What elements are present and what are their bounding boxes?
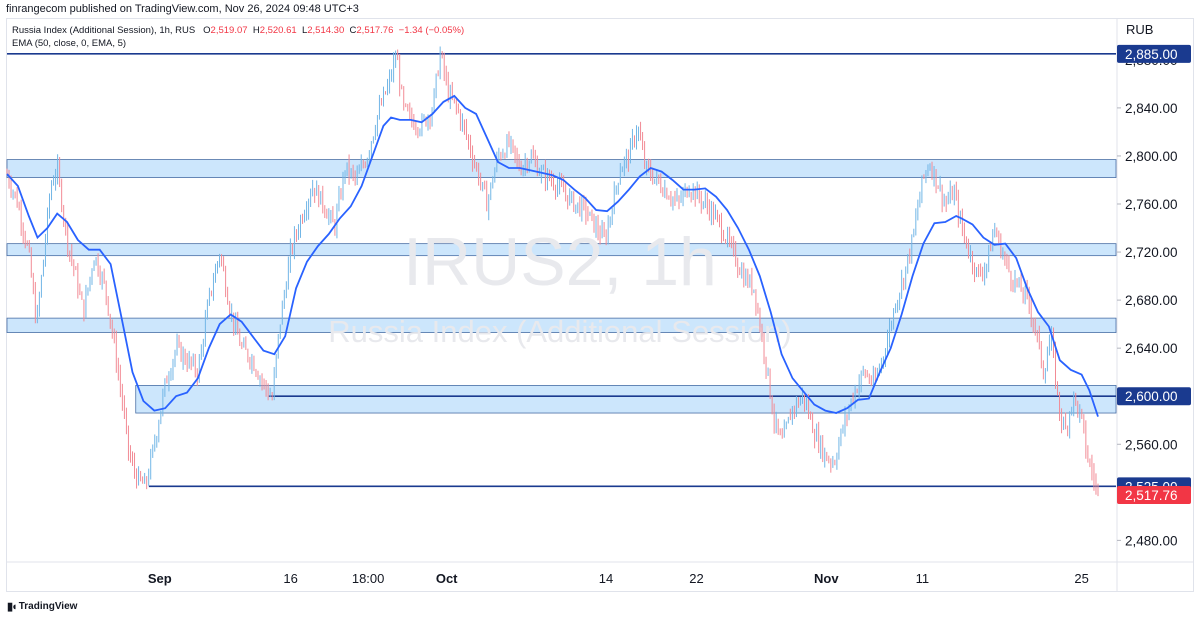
grid <box>7 19 1194 592</box>
y-tick-label: 2,560.00 <box>1125 437 1178 452</box>
x-tick-label: 16 <box>283 571 297 586</box>
price-axis: 2,480.002,520.002,560.002,600.002,640.00… <box>1117 44 1191 548</box>
x-tick-label: 22 <box>689 571 703 586</box>
y-tick-label: 2,800.00 <box>1125 149 1178 164</box>
legend-high-label: H <box>252 25 260 36</box>
legend-low-label: L <box>301 25 308 36</box>
legend-close: 2,517.76 <box>356 25 394 36</box>
x-tick-label: Nov <box>814 571 839 586</box>
x-tick-label: 14 <box>599 571 613 586</box>
publisher-line: finrangecom published on TradingView.com… <box>6 3 359 15</box>
watermark-ticker: IRUS2, 1h <box>403 224 717 300</box>
legend-open-label: O <box>203 25 211 36</box>
level-price-badge <box>1117 387 1191 406</box>
legend-open: 2,519.07 <box>210 25 248 36</box>
price-badge-label: 2,600.00 <box>1125 389 1178 404</box>
y-tick-label: 2,640.00 <box>1125 341 1178 356</box>
tradingview-brand: TradingView <box>18 601 78 612</box>
y-tick-label: 2,480.00 <box>1125 533 1178 548</box>
chart-legend: Russia Index (Additional Session), 1h, R… <box>12 24 464 50</box>
tradingview-logo-icon: ▮◖ <box>7 601 18 613</box>
legend-change: −1.34 (−0.05%) <box>398 25 465 36</box>
y-tick-label: 2,760.00 <box>1125 197 1178 212</box>
ema-polyline <box>6 94 1099 417</box>
x-tick-label: 25 <box>1074 571 1088 586</box>
support-resistance-zones <box>6 159 1117 414</box>
price-badge-label: 2,885.00 <box>1125 47 1178 62</box>
legend-symbol: Russia Index (Additional Session), 1h, R… <box>12 25 196 36</box>
watermark-name: Russia Index (Additional Session) <box>328 314 792 349</box>
x-tick-label: 18:00 <box>352 571 385 586</box>
y-tick-label: 2,840.00 <box>1125 101 1178 116</box>
horizontal-levels <box>7 53 1116 488</box>
ema-line <box>6 94 1099 417</box>
legend-high: 2,520.61 <box>259 25 297 36</box>
zone-rect <box>6 317 1117 333</box>
legend-close-label: C <box>349 25 357 36</box>
watermark: IRUS2, 1h Russia Index (Additional Sessi… <box>328 224 792 349</box>
x-tick-label: Sep <box>148 571 172 586</box>
zone-rect <box>6 243 1117 257</box>
x-tick-label: Oct <box>436 571 458 586</box>
tradingview-footer[interactable]: ▮◖ TradingView <box>7 600 77 613</box>
currency-label[interactable]: RUB <box>1126 22 1154 37</box>
level-price-badge <box>1117 44 1191 63</box>
last-price-badge <box>1117 486 1191 505</box>
zone-rect <box>135 385 1117 414</box>
chart-frame <box>6 18 1194 592</box>
time-axis: Sep 16 18:00 Oct 14 22 Nov 11 25 <box>148 571 1089 586</box>
legend-low: 2,514.30 <box>307 25 345 36</box>
legend-ema: EMA (50, close, 0, EMA, 5) <box>12 38 127 49</box>
y-tick-label: 2,680.00 <box>1125 293 1178 308</box>
x-tick-label: 11 <box>916 571 930 586</box>
y-tick-label: 2,720.00 <box>1125 245 1178 260</box>
price-badge-label: 2,517.76 <box>1125 488 1178 503</box>
